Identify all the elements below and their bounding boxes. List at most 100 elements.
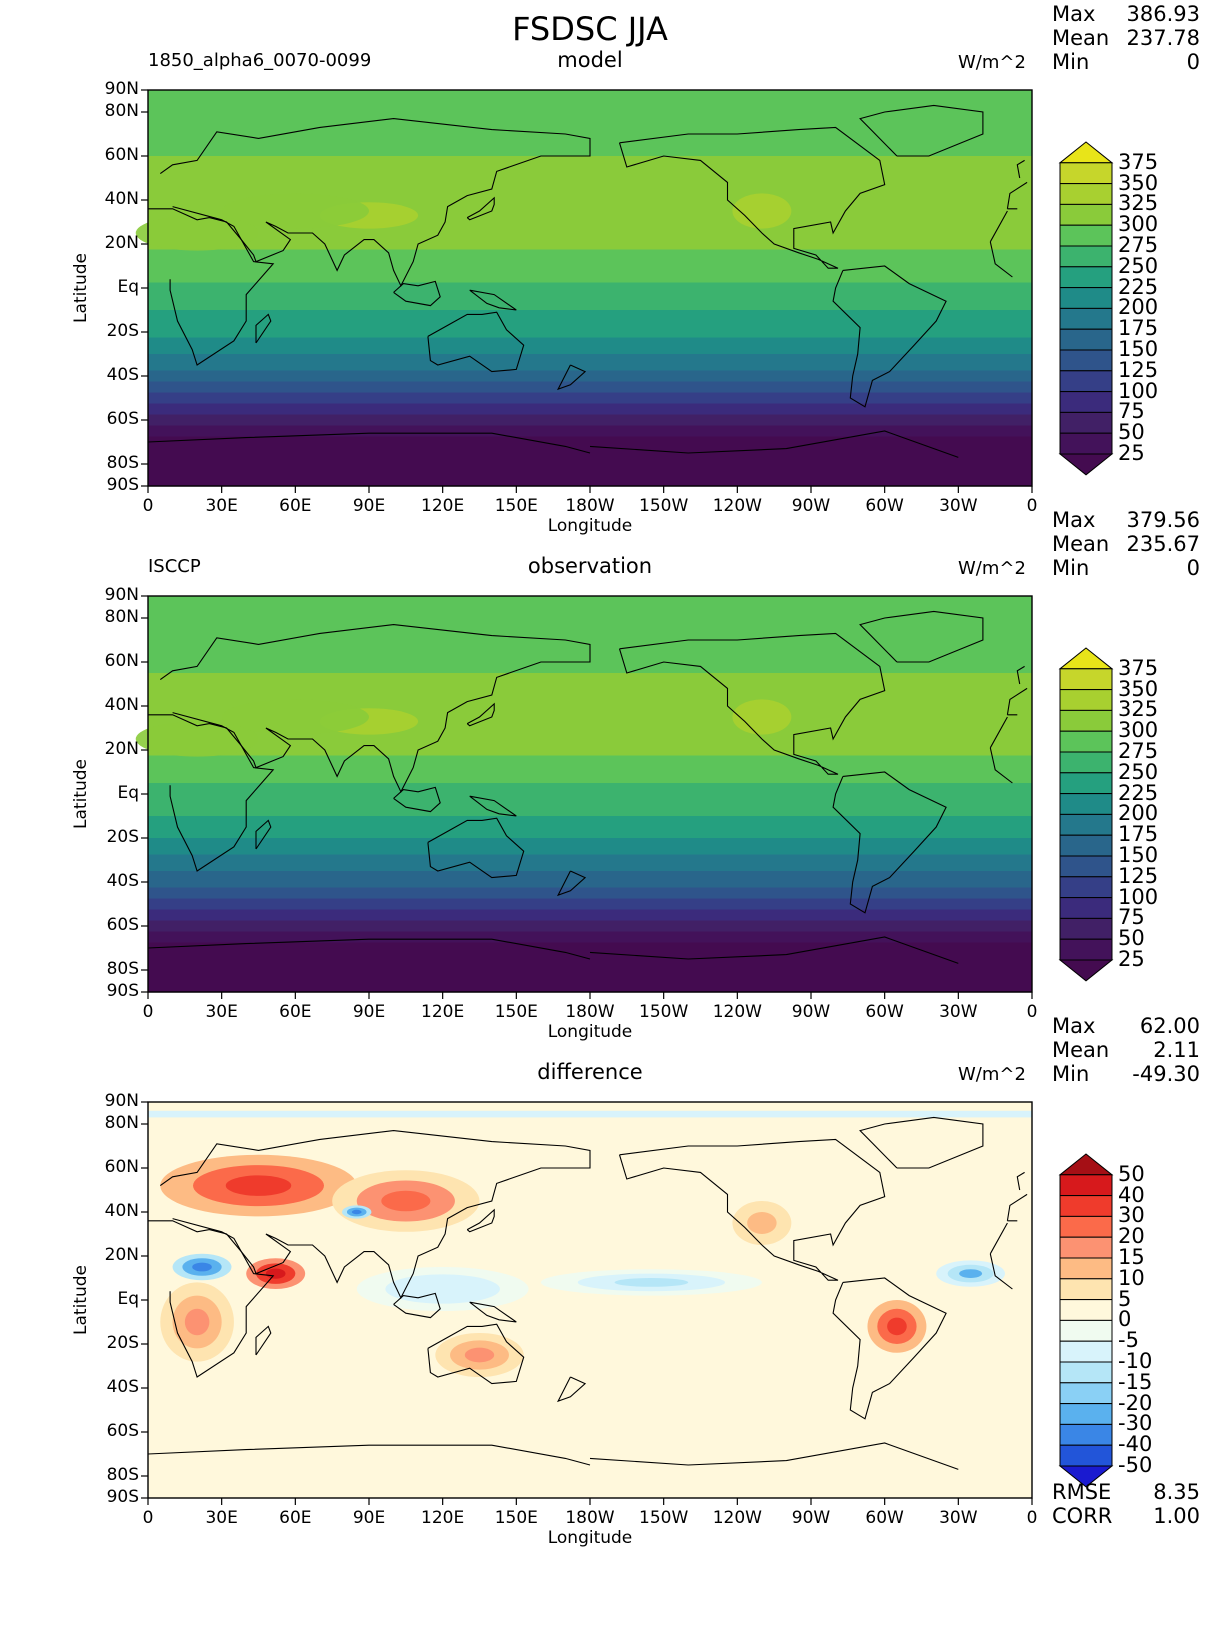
- field-band: [148, 717, 1032, 724]
- field-band: [148, 414, 1032, 421]
- field-band: [148, 117, 1032, 124]
- field-band: [148, 832, 1032, 839]
- colorbar-bottom-arrow: [1058, 959, 1114, 982]
- ytick-label: 40N: [104, 695, 139, 715]
- coastline: [618, 632, 886, 775]
- field-band: [148, 161, 1032, 168]
- coastline: [556, 1376, 587, 1403]
- field-band: [148, 480, 1032, 487]
- xtick-label: 90E: [352, 496, 386, 516]
- xtick-label: 150E: [494, 1002, 538, 1022]
- coastline: [859, 104, 984, 157]
- field-band: [148, 904, 1032, 911]
- panel-units-label: W/m^2: [958, 558, 1026, 579]
- field-band: [148, 986, 1032, 993]
- colorbar-label: 150: [1118, 843, 1159, 867]
- coastline: [427, 1323, 525, 1385]
- field-band: [148, 788, 1032, 795]
- field-band: [148, 1110, 1032, 1118]
- stats-mean-value: 237.78: [1126, 26, 1200, 50]
- colorbar-label: 325: [1118, 191, 1159, 216]
- ytick-label: 40N: [104, 1201, 139, 1221]
- field-band: [148, 299, 1032, 306]
- field-band: [148, 706, 1032, 713]
- field-band: [148, 601, 1032, 608]
- colorbar-label: 40: [1118, 1182, 1145, 1207]
- field-band: [148, 359, 1032, 366]
- field-band: [148, 101, 1032, 108]
- field-band: [148, 442, 1032, 449]
- xtick-label: 120E: [421, 1002, 465, 1022]
- coastline: [147, 936, 959, 964]
- field-feature: [221, 699, 369, 735]
- field-band: [148, 865, 1032, 872]
- xtick-label: 0: [142, 1508, 154, 1528]
- field-band: [148, 288, 1032, 295]
- colorbar-label: 50: [1118, 926, 1145, 951]
- colorbar-label: 150: [1118, 337, 1159, 361]
- anomaly-patch: [265, 1268, 286, 1279]
- field-band: [148, 618, 1032, 625]
- coastline: [393, 786, 441, 813]
- figure-title: FSDSC JJA: [512, 10, 668, 48]
- field-band: [148, 739, 1032, 746]
- field-band: [148, 156, 1032, 163]
- field-band: [148, 282, 1032, 289]
- field-band: [148, 178, 1032, 185]
- field-band: [148, 876, 1032, 883]
- ytick-label: 60S: [106, 409, 139, 429]
- field-feature: [221, 193, 369, 229]
- colorbar-bottom-arrow: [1058, 1465, 1114, 1488]
- colorbar-segment: [1059, 1382, 1113, 1405]
- field-band: [148, 453, 1032, 460]
- field-band: [148, 409, 1032, 416]
- field-band: [148, 321, 1032, 328]
- field-band: [148, 838, 1032, 845]
- colorbar-segment: [1059, 1278, 1113, 1301]
- field-band: [148, 612, 1032, 619]
- field-band: [148, 744, 1032, 751]
- ytick-label: 90N: [104, 585, 139, 605]
- field-band: [148, 337, 1032, 344]
- field-band: [148, 106, 1032, 113]
- ytick-label: Eq: [117, 783, 139, 803]
- ytick-label: 80S: [106, 453, 139, 473]
- xtick-label: 0: [1026, 496, 1038, 516]
- xtick-label: 0: [1026, 1002, 1038, 1022]
- ytick-label: 60N: [104, 651, 139, 671]
- stats-min-value: 0: [1186, 556, 1200, 580]
- coastline: [169, 712, 1013, 872]
- colorbar-label: 275: [1118, 233, 1159, 257]
- field-band: [148, 425, 1032, 432]
- colorbar-label: 5: [1118, 1286, 1132, 1311]
- coastline: [255, 313, 272, 344]
- stats-max-label: Max: [1052, 1014, 1096, 1038]
- ytick-label: 40N: [104, 189, 139, 209]
- ytick-label: 90N: [104, 1091, 139, 1111]
- field-band: [148, 689, 1032, 696]
- field-band: [148, 315, 1032, 322]
- colorbar-label: 125: [1118, 357, 1159, 382]
- ytick-label: 20N: [104, 233, 139, 253]
- colorbar-label: -15: [1118, 1369, 1153, 1394]
- rmse-label: RMSE: [1052, 1480, 1112, 1504]
- colorbar-label: -20: [1118, 1390, 1153, 1415]
- xtick-label: 90E: [352, 1002, 386, 1022]
- colorbar-label: 25: [1118, 947, 1145, 971]
- panel-units-label: W/m^2: [958, 52, 1026, 73]
- colorbar-label: 0: [1118, 1307, 1132, 1332]
- field-band: [148, 293, 1032, 300]
- colorbar-bottom-arrow: [1058, 453, 1114, 476]
- field-band: [148, 387, 1032, 394]
- xtick-label: 180W: [565, 1508, 615, 1528]
- ytick-label: 90S: [106, 981, 139, 1001]
- field-band: [148, 134, 1032, 141]
- xtick-label: 90E: [352, 1508, 386, 1528]
- colorbar-label: 225: [1118, 780, 1159, 805]
- xtick-label: 60W: [865, 1002, 904, 1022]
- colorbar-label: 350: [1118, 676, 1159, 701]
- field-band: [148, 937, 1032, 944]
- xtick-label: 30E: [205, 1508, 238, 1528]
- stats-max-label: Max: [1052, 508, 1096, 532]
